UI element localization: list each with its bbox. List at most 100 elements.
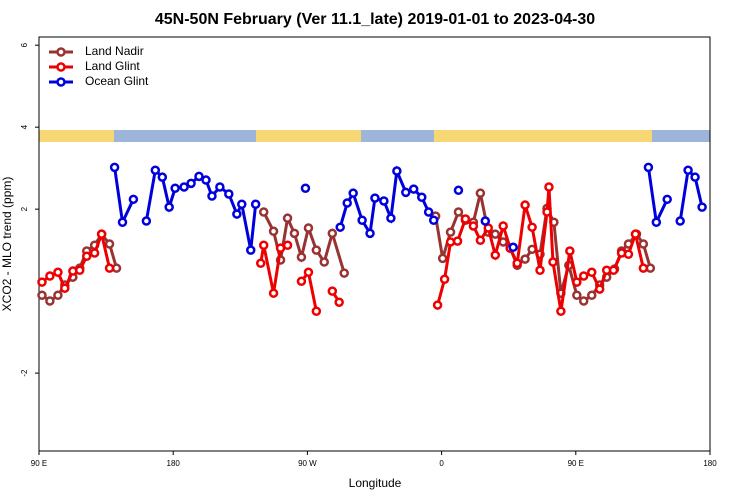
y-axis-label: XCO2 - MLO trend (ppm) [0, 177, 14, 312]
data-point [475, 188, 486, 198]
series-line [262, 211, 346, 274]
data-point [498, 221, 508, 231]
data-point [303, 267, 314, 278]
x-tick-label: 180 [167, 459, 181, 468]
data-point [237, 199, 247, 209]
y-tick-label: 2 [20, 206, 29, 211]
data-point [311, 306, 322, 316]
data-point [572, 290, 582, 300]
data-point [527, 222, 537, 232]
ocean-band [114, 130, 256, 142]
data-point [141, 216, 152, 226]
data-point [104, 239, 115, 249]
data-point [365, 228, 375, 239]
data-point [334, 297, 344, 307]
data-point [445, 227, 456, 237]
data-point [638, 239, 649, 249]
y-tick-label: 4 [20, 124, 29, 129]
legend-marker [56, 62, 66, 72]
data-point [342, 198, 352, 208]
data-point [370, 193, 380, 203]
data-point [587, 290, 597, 300]
data-point [170, 183, 180, 194]
data-point [643, 162, 654, 173]
data-point [327, 228, 338, 239]
data-point [157, 172, 168, 182]
data-point [437, 253, 448, 264]
series-line [646, 167, 669, 228]
data-point [215, 182, 225, 192]
series-line [113, 167, 135, 228]
data-point [520, 200, 530, 210]
data-point [452, 236, 463, 246]
data-point [651, 217, 662, 228]
data-point [490, 250, 501, 260]
data-point [460, 214, 471, 224]
data-point [408, 184, 419, 194]
x-tick-label: 0 [439, 459, 444, 468]
data-point [542, 207, 552, 217]
y-tick-label: -2 [20, 369, 29, 377]
data-point [453, 185, 464, 196]
data-point [439, 274, 450, 285]
legend-label: Land Glint [85, 59, 140, 73]
data-point [638, 263, 649, 273]
data-point [608, 265, 619, 275]
data-point [594, 284, 605, 294]
data-point [104, 263, 115, 273]
data-point [520, 254, 530, 264]
data-point [201, 175, 211, 185]
data-point [81, 251, 92, 262]
data-point [117, 217, 128, 228]
data-point [296, 276, 307, 287]
data-point [45, 296, 55, 306]
data-point [475, 235, 486, 246]
data-point [587, 267, 597, 278]
data-point [339, 268, 349, 278]
data-point [544, 182, 554, 192]
data-point [379, 196, 389, 206]
data-point [535, 265, 545, 275]
data-point [258, 240, 269, 250]
data-point [258, 207, 269, 217]
data-point [468, 221, 479, 231]
data-point [578, 296, 589, 306]
data-point [423, 207, 434, 217]
data-point [179, 182, 189, 192]
y-tick-label: 6 [20, 42, 29, 47]
data-point [45, 271, 55, 281]
data-point [417, 192, 427, 203]
data-point [480, 216, 491, 226]
data-point [245, 245, 256, 255]
data-point [268, 288, 279, 298]
data-point [327, 286, 338, 296]
data-point [357, 215, 367, 225]
data-point [662, 194, 672, 205]
data-point [232, 209, 242, 219]
legend-label: Land Nadir [85, 44, 144, 58]
data-point [565, 246, 575, 256]
data-point [186, 178, 196, 189]
data-point [335, 222, 345, 232]
ocean-band [652, 130, 710, 142]
data-point [53, 267, 63, 278]
data-point [432, 300, 443, 310]
data-point [282, 240, 293, 250]
plot-frame [38, 36, 711, 452]
data-point [623, 249, 634, 259]
land-band [434, 130, 652, 142]
data-point [401, 187, 411, 198]
data-point [224, 189, 234, 199]
data-point [37, 290, 47, 300]
x-tick-label: 90 E [568, 459, 584, 468]
data-point [512, 258, 522, 269]
data-point [556, 306, 566, 316]
x-tick-label: 90 W [298, 459, 317, 468]
data-point [690, 172, 700, 182]
data-point [282, 213, 293, 223]
data-point [508, 242, 518, 253]
data-point [109, 162, 120, 173]
legend-marker [56, 77, 66, 87]
series-line [678, 167, 704, 222]
data-point [578, 271, 589, 281]
